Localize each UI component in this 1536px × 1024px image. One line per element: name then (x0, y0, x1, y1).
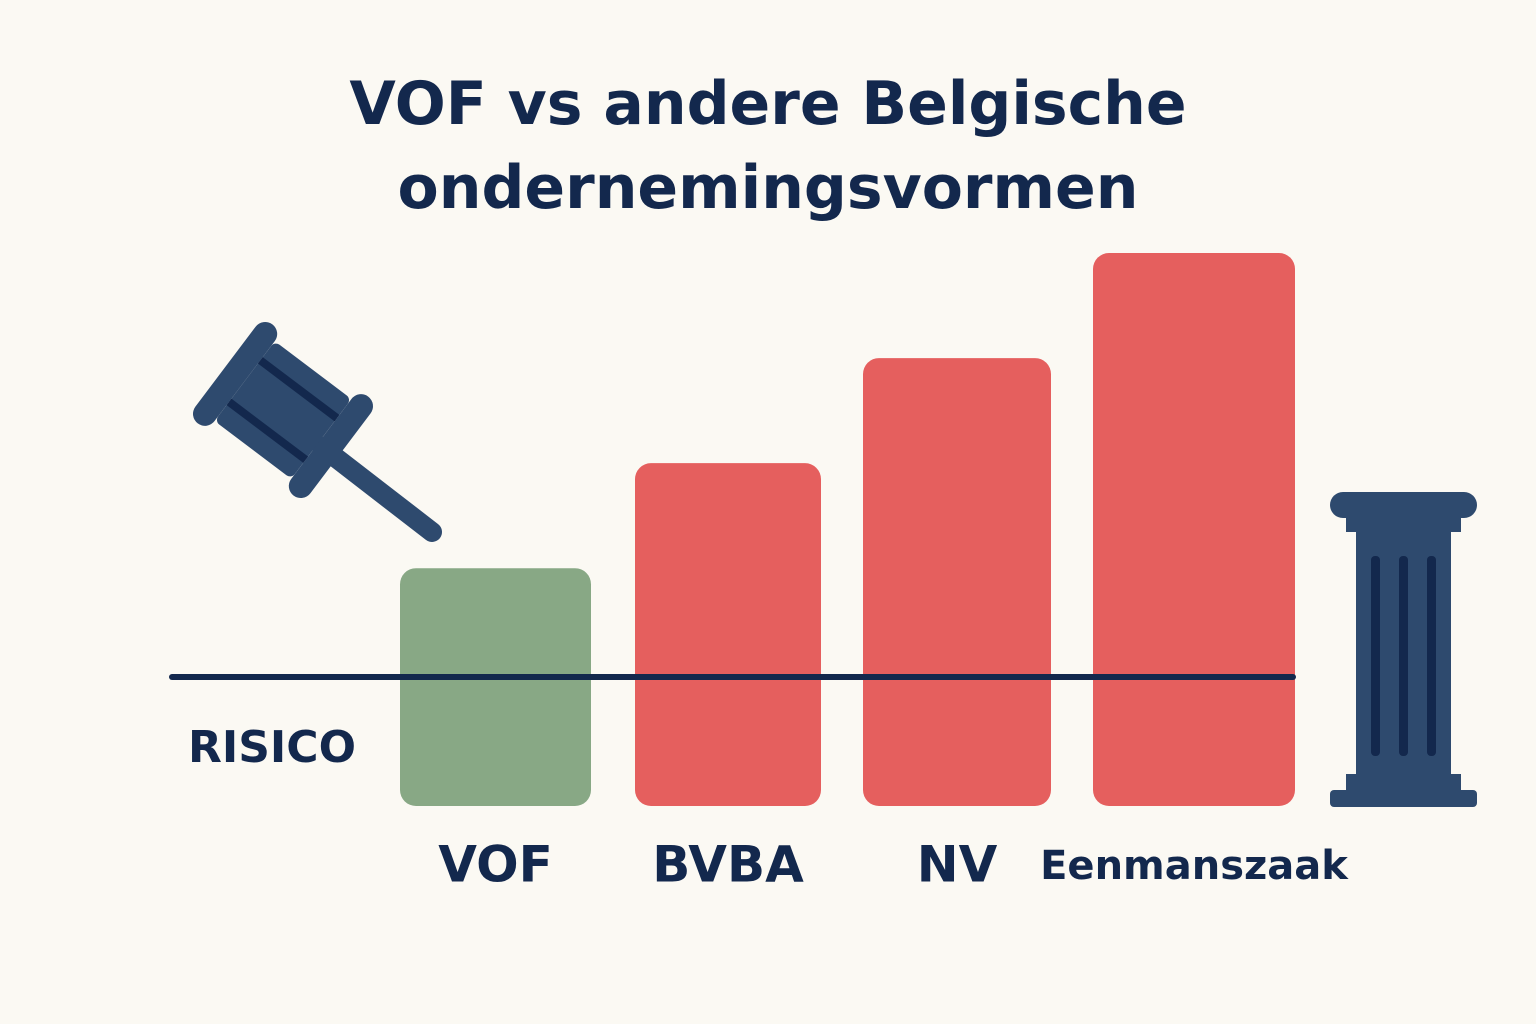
bar (863, 358, 1051, 806)
x-tick-label: NV (917, 836, 998, 894)
x-tick-label: VOF (438, 836, 552, 894)
chart-title: VOF vs andere Belgische ondernemingsvorm… (349, 69, 1187, 223)
bar (635, 463, 821, 806)
x-tick-label: BVBA (652, 836, 804, 894)
bar (1093, 253, 1295, 806)
bar (400, 568, 591, 806)
y-label: RISICO (188, 722, 356, 773)
x-tick-label: Eenmanszaak (1040, 843, 1349, 889)
gavel-icon (192, 321, 442, 542)
pillar-icon (1330, 492, 1477, 807)
